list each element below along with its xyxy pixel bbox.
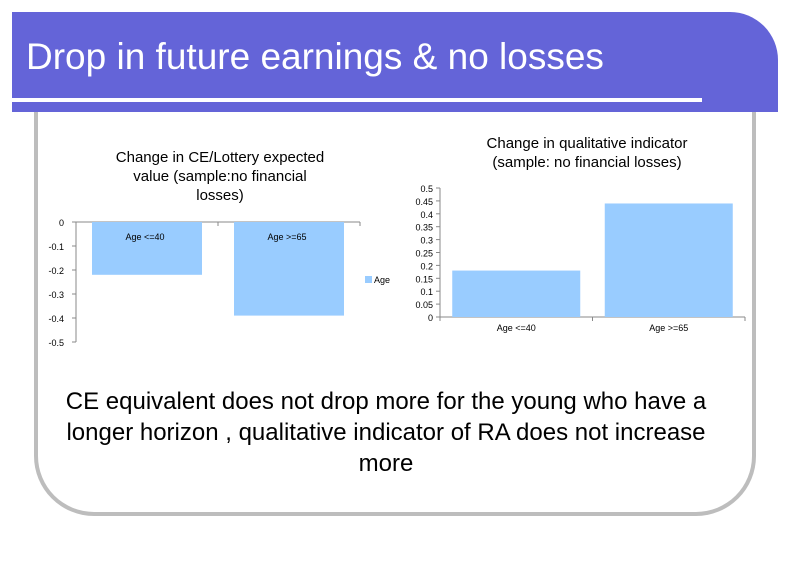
x-category-label: Age <=40	[497, 323, 536, 333]
legend-label: Age	[374, 275, 390, 285]
title-band	[12, 12, 778, 112]
chart-labels: Age <=40 Age >=65	[125, 232, 306, 242]
ce-change-chart: Change in CE/Lottery expected value (samp…	[48, 149, 390, 348]
y-tick-label: -0.1	[48, 242, 64, 252]
chart-title-line: losses)	[196, 187, 244, 204]
chart-legend: Age	[365, 275, 390, 285]
y-tick-label: 0	[428, 313, 433, 323]
bar-2	[234, 222, 344, 316]
content-frame	[34, 112, 756, 516]
chart-title-line: Change in CE/Lottery expected	[116, 149, 324, 166]
slide-title: Drop in future earnings & no losses	[26, 36, 604, 77]
bar-1	[92, 222, 202, 275]
bar-1	[452, 270, 581, 317]
x-category-label: Age <=40	[125, 232, 164, 242]
y-tick-label: 0.45	[415, 197, 433, 207]
chart-title-line: (sample: no financial losses)	[492, 154, 681, 171]
y-tick-label: -0.5	[48, 338, 64, 348]
chart-title-line: value (sample:no financial	[133, 168, 306, 185]
qualitative-indicator-chart: Change in qualitative indicator (sample: …	[415, 135, 746, 333]
legend-swatch	[365, 276, 372, 283]
y-tick-label: 0.3	[420, 236, 433, 246]
y-tick-label: 0.35	[415, 223, 433, 233]
chart-bars	[452, 203, 733, 317]
y-tick-label: 0.1	[420, 287, 433, 297]
y-tick-label: -0.3	[48, 290, 64, 300]
y-tick-label: 0.05	[415, 300, 433, 310]
y-tick-label: 0.2	[420, 261, 433, 271]
y-tick-label: -0.4	[48, 314, 64, 324]
x-category-label: Age >=65	[649, 323, 688, 333]
y-tick-label: 0.15	[415, 274, 433, 284]
bar-2	[604, 203, 733, 317]
chart-bars	[92, 222, 344, 316]
chart-title: Change in CE/Lottery expected value (samp…	[116, 149, 324, 204]
y-tick-label: 0.25	[415, 249, 433, 259]
y-tick-label: 0.5	[420, 184, 433, 194]
chart-title: Change in qualitative indicator (sample: …	[487, 135, 688, 171]
slide-body-text: CE equivalent does not drop more for the…	[65, 388, 707, 477]
y-tick-label: 0	[59, 218, 64, 228]
chart-labels: Age <=40 Age >=65	[497, 323, 689, 333]
title-rule	[12, 98, 702, 102]
y-tick-label: 0.4	[420, 210, 433, 220]
x-category-label: Age >=65	[267, 232, 306, 242]
y-tick-label: -0.2	[48, 266, 64, 276]
chart-title-line: Change in qualitative indicator	[487, 135, 688, 152]
